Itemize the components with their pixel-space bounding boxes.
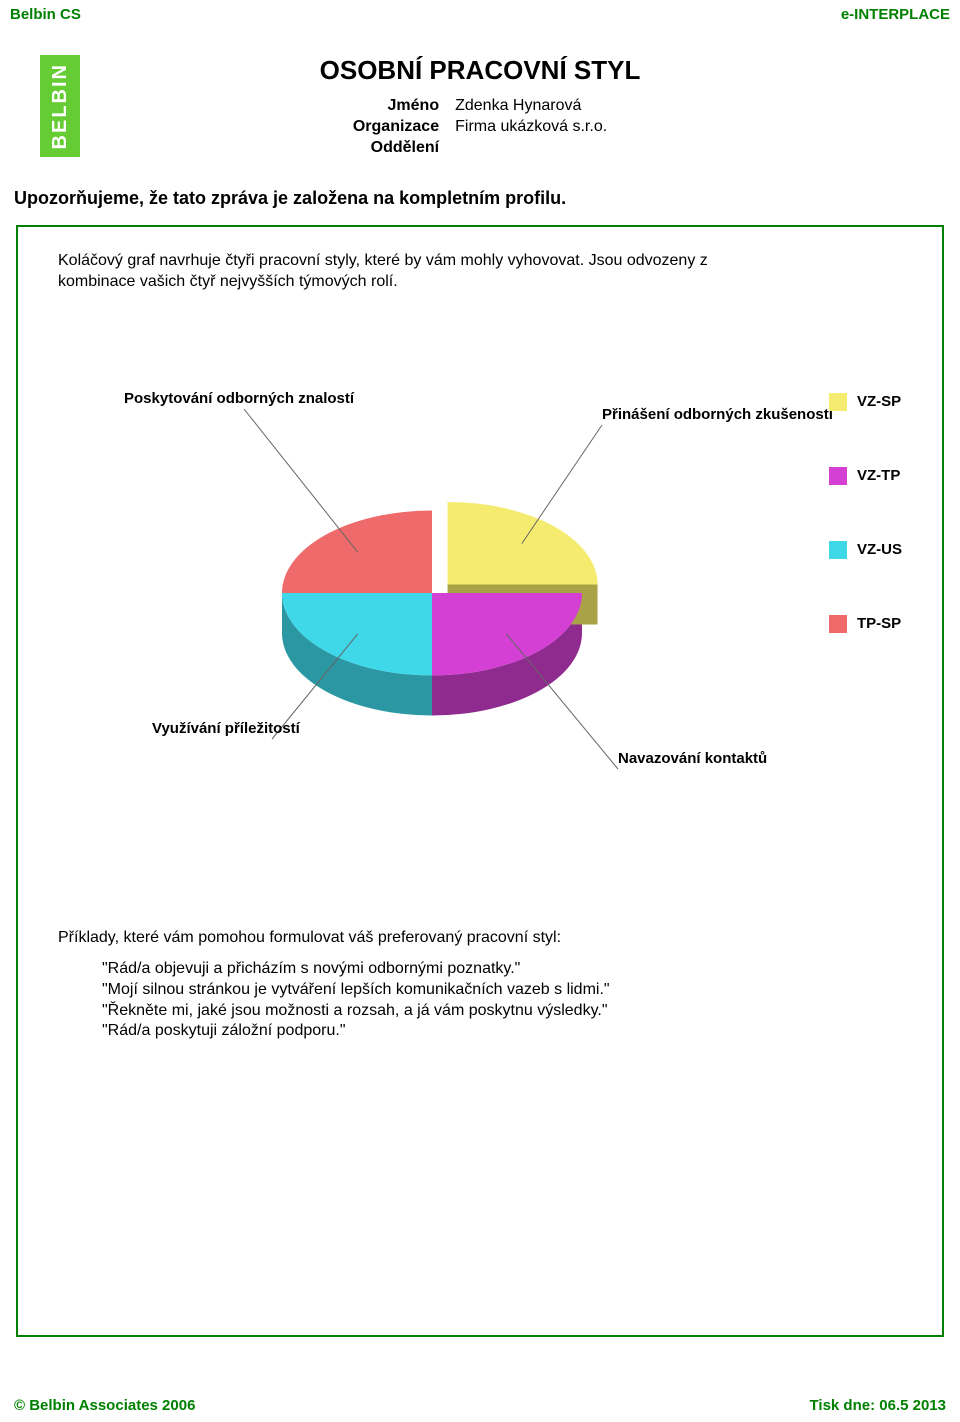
slice-label: Využívání příležitostí	[152, 720, 301, 737]
page-footer: © Belbin Associates 2006 Tisk dne: 06.5 …	[0, 1391, 960, 1422]
top-left-brand: Belbin CS	[10, 6, 81, 23]
meta-name-label: Jméno	[353, 96, 439, 117]
meta-dept-label: Oddělení	[353, 138, 439, 159]
example-quotes: "Rád/a objevuji a přicházím s novými odb…	[58, 959, 902, 1042]
legend-label: VZ-US	[857, 541, 902, 558]
belbin-logo-text: BELBIN	[49, 63, 72, 149]
legend-swatch	[829, 615, 847, 633]
legend-swatch	[829, 393, 847, 411]
intro-text: Koláčový graf navrhuje čtyři pracovní st…	[58, 251, 738, 293]
meta-name-value: Zdenka Hynarová	[455, 96, 607, 117]
pie-chart-svg: Přinášení odborných zkušeností Navazování…	[58, 333, 902, 873]
pie-chart-area: Přinášení odborných zkušeností Navazování…	[58, 333, 902, 873]
legend-item: VZ-SP	[829, 393, 902, 411]
footer-print-date: Tisk dne: 06.5 2013	[810, 1397, 946, 1414]
legend-label: VZ-SP	[857, 393, 901, 410]
header-center: OSOBNÍ PRACOVNÍ STYL Jméno Zdenka Hynaro…	[80, 55, 880, 158]
meta-org-value: Firma ukázková s.r.o.	[455, 117, 607, 138]
top-bar: Belbin CS e-INTERPLACE	[0, 0, 960, 25]
report-meta: Jméno Zdenka Hynarová Organizace Firma u…	[353, 96, 607, 158]
slice-label: Přinášení odborných zkušeností	[602, 406, 834, 423]
profile-notice: Upozorňujeme, že tato zpráva je založena…	[0, 178, 960, 225]
meta-dept-value	[455, 138, 607, 159]
examples-title: Příklady, které vám pomohou formulovat v…	[58, 929, 902, 947]
leader-line	[244, 409, 358, 552]
legend-item: TP-SP	[829, 615, 902, 633]
meta-org-label: Organizace	[353, 117, 439, 138]
example-quote: "Řekněte mi, jaké jsou možnosti a rozsah…	[102, 1001, 902, 1022]
leader-line	[522, 425, 602, 544]
content-frame: Koláčový graf navrhuje čtyři pracovní st…	[16, 225, 944, 1337]
legend-item: VZ-TP	[829, 467, 902, 485]
report-header: BELBIN OSOBNÍ PRACOVNÍ STYL Jméno Zdenka…	[0, 25, 960, 178]
legend-swatch	[829, 467, 847, 485]
belbin-logo: BELBIN	[40, 55, 80, 157]
legend-label: VZ-TP	[857, 467, 900, 484]
legend-item: VZ-US	[829, 541, 902, 559]
footer-copyright: © Belbin Associates 2006	[14, 1397, 195, 1414]
example-quote: "Rád/a objevuji a přicházím s novými odb…	[102, 959, 902, 980]
slice-label: Navazování kontaktů	[618, 750, 767, 767]
report-title: OSOBNÍ PRACOVNÍ STYL	[80, 55, 880, 86]
legend-swatch	[829, 541, 847, 559]
examples-block: Příklady, které vám pomohou formulovat v…	[58, 929, 902, 1042]
example-quote: "Mojí silnou stránkou je vytváření lepší…	[102, 980, 902, 1001]
slice-label: Poskytování odborných znalostí	[124, 390, 355, 407]
chart-legend: VZ-SP VZ-TP VZ-US TP-SP	[829, 393, 902, 633]
example-quote: "Rád/a poskytuji záložní podporu."	[102, 1021, 902, 1042]
top-right-brand: e-INTERPLACE	[841, 6, 950, 23]
legend-label: TP-SP	[857, 615, 901, 632]
